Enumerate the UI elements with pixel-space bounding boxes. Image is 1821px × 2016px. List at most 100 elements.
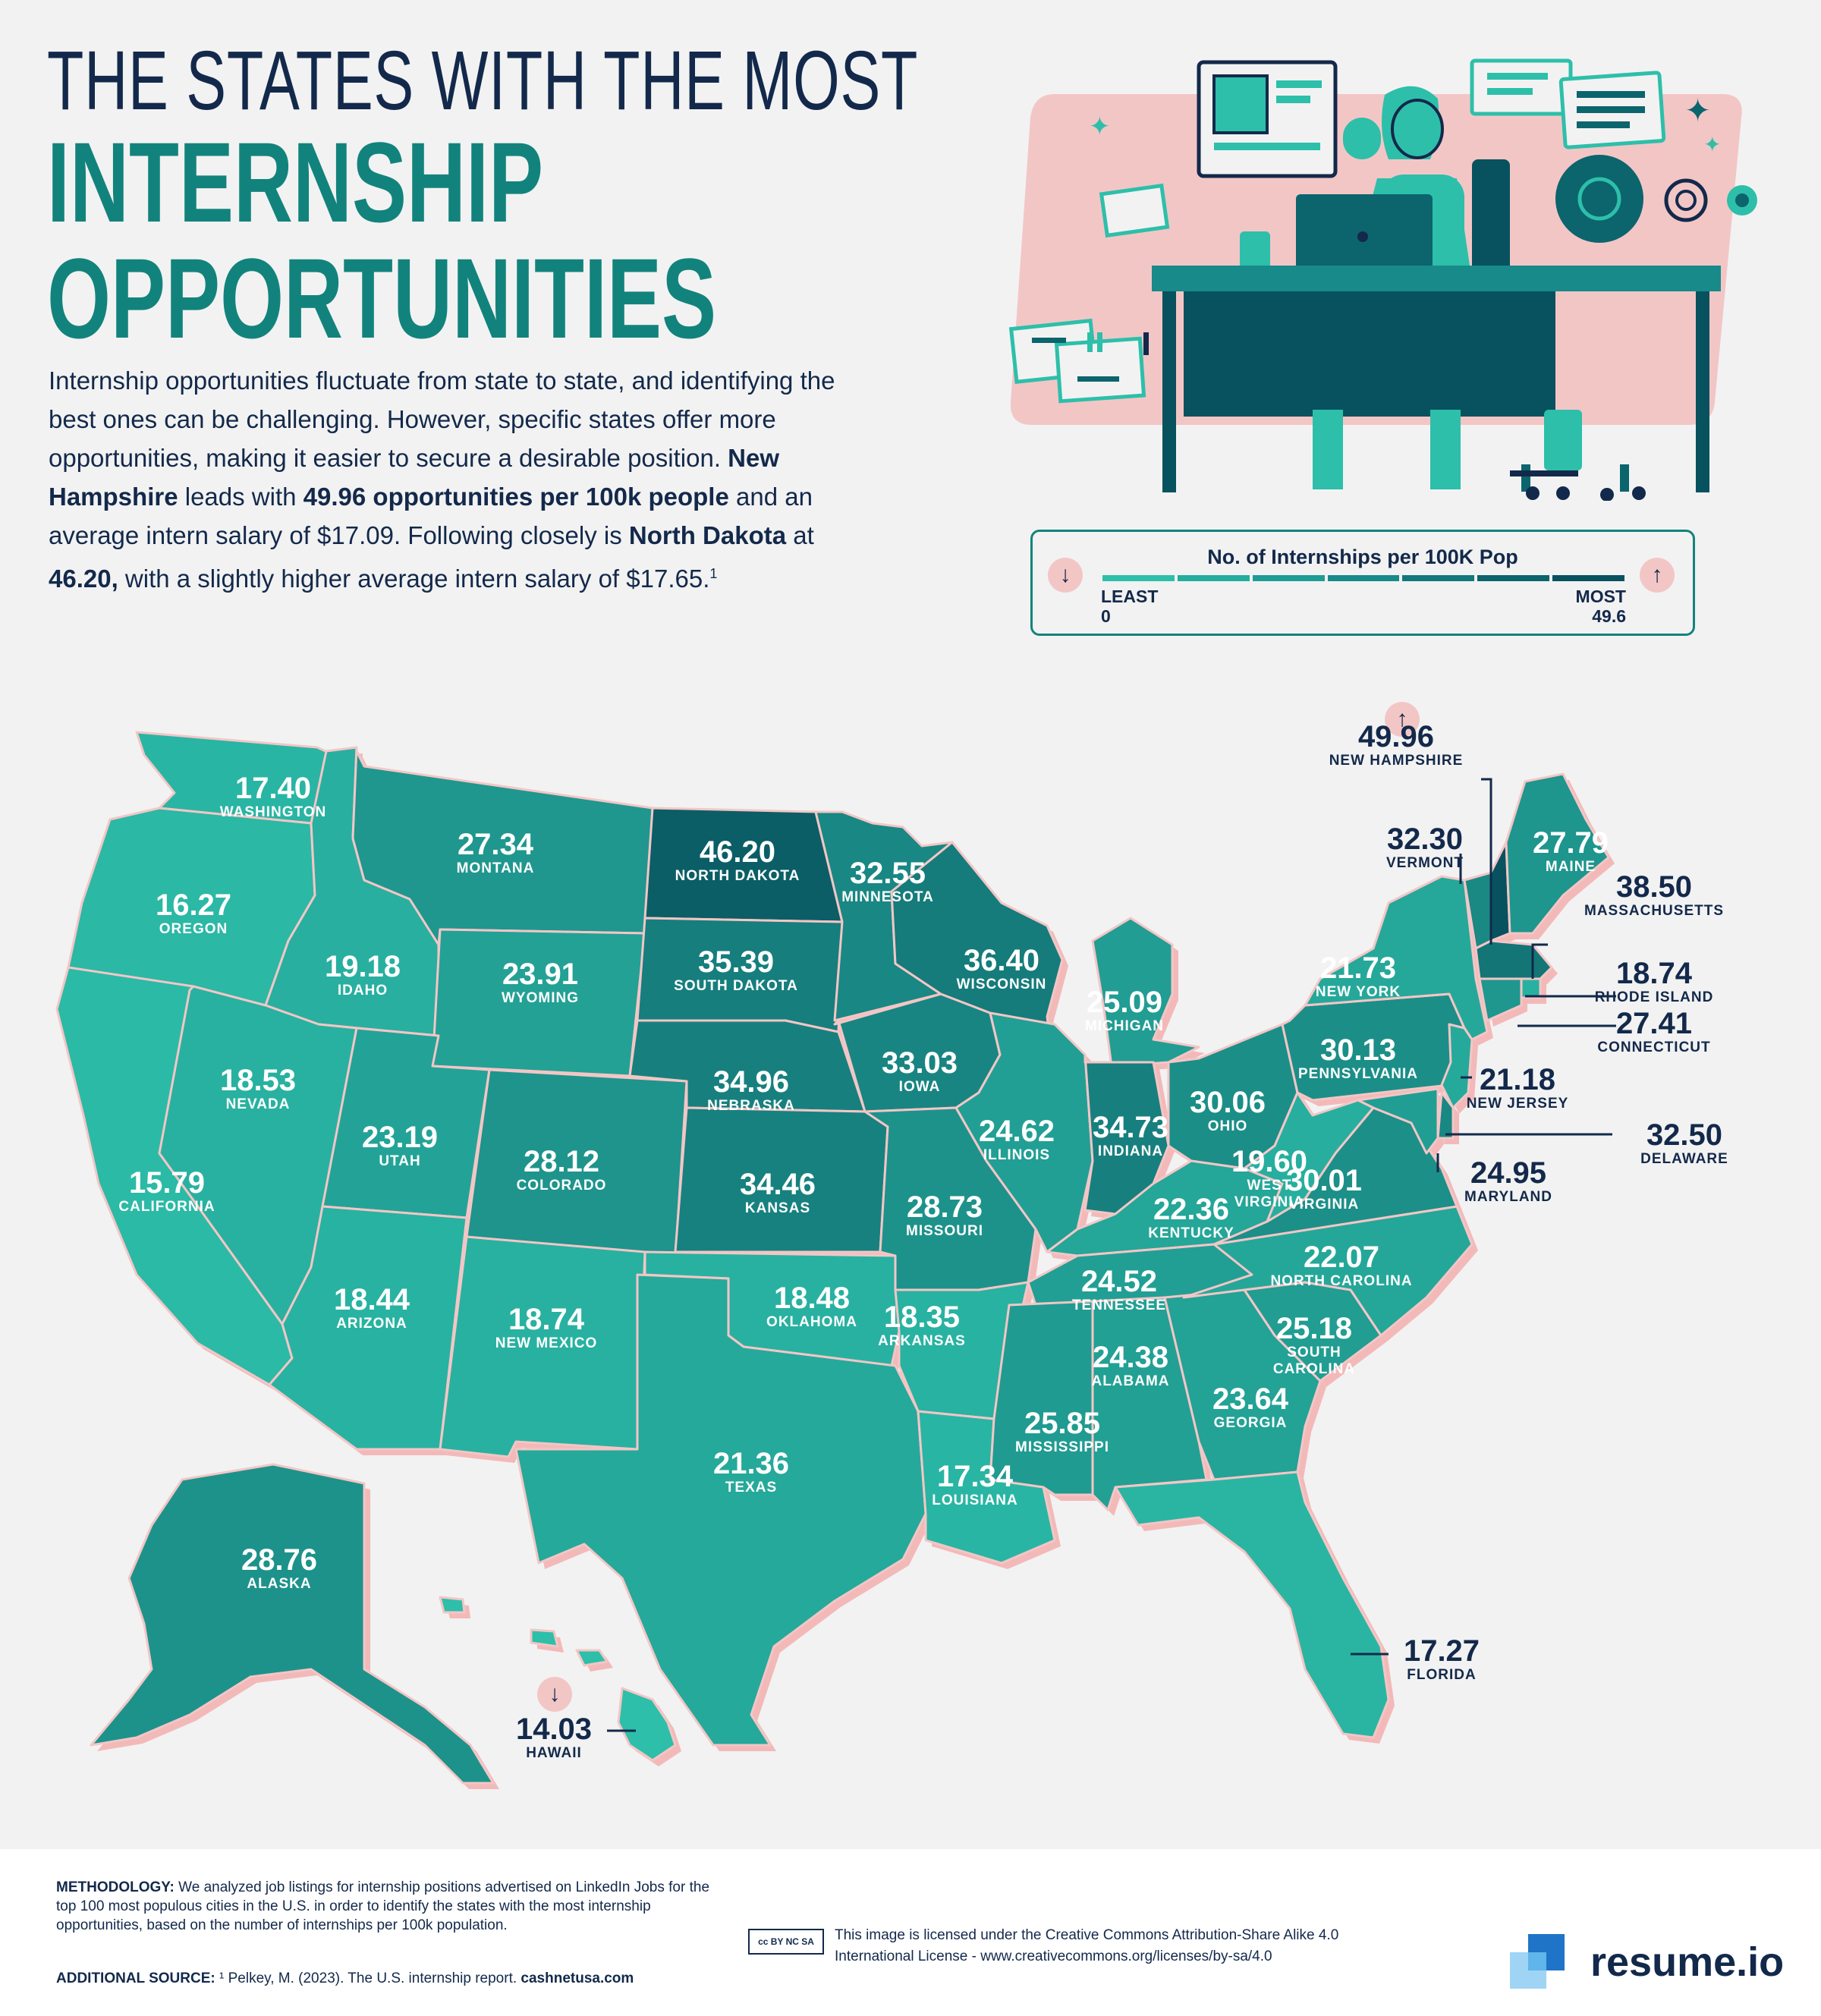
state-name: CALIFORNIA bbox=[118, 1199, 215, 1215]
state-name: MICHIGAN bbox=[1084, 1018, 1165, 1034]
state-label-pa: 30.13 PENNSYLVANIA bbox=[1298, 1034, 1418, 1083]
state-name: TENNESSEE bbox=[1071, 1297, 1167, 1313]
state-name: IOWA bbox=[898, 1079, 941, 1095]
state-value: 28.73 bbox=[906, 1190, 983, 1224]
state-label-ia: 33.03 IOWA bbox=[882, 1047, 958, 1096]
state-value: 30.06 bbox=[1189, 1086, 1266, 1119]
state-name: OKLAHOMA bbox=[766, 1314, 857, 1330]
legend-most-value: 49.6 bbox=[1592, 606, 1626, 626]
state-value: 24.95 bbox=[1470, 1156, 1547, 1190]
state-label-ri: 18.74 RHODE ISLAND bbox=[1595, 958, 1714, 1006]
state-label-tn: 24.52 TENNESSEE bbox=[1072, 1266, 1166, 1314]
state-label-wv: 19.60 WEST VIRGINIA bbox=[1224, 1146, 1315, 1211]
state-value: 36.40 bbox=[963, 944, 1040, 977]
state-name: NEW HAMPSHIRE bbox=[1329, 753, 1464, 769]
state-label-hi: 14.03 HAWAII bbox=[516, 1713, 592, 1762]
state-label-tx: 21.36 TEXAS bbox=[713, 1448, 789, 1496]
state-label-nv: 18.53 NEVADA bbox=[220, 1065, 296, 1113]
state-name: RHODE ISLAND bbox=[1594, 989, 1714, 1005]
state-name: SOUTH DAKOTA bbox=[674, 978, 798, 994]
state-hawaii bbox=[439, 1596, 677, 1762]
state-new-york bbox=[1304, 875, 1489, 1041]
legend-swatch bbox=[1177, 575, 1250, 581]
state-value: 16.27 bbox=[155, 888, 232, 922]
state-name: MAINE bbox=[1545, 859, 1596, 875]
resume-io-logo-icon bbox=[1510, 1934, 1565, 1989]
state-label-or: 16.27 OREGON bbox=[156, 889, 231, 938]
state-label-al: 24.38 ALABAMA bbox=[1091, 1341, 1169, 1390]
state-name: VIRGINIA bbox=[1288, 1197, 1360, 1212]
state-name: TEXAS bbox=[725, 1480, 778, 1495]
state-label-ky: 22.36 KENTUCKY bbox=[1148, 1194, 1234, 1242]
state-name: FLORIDA bbox=[1407, 1667, 1477, 1683]
title-line-2: INTERNSHIP bbox=[47, 118, 544, 246]
state-value: 18.74 bbox=[508, 1303, 585, 1336]
state-michigan bbox=[1091, 917, 1200, 1068]
state-name: NEVADA bbox=[225, 1096, 291, 1112]
state-alaska bbox=[90, 1463, 495, 1785]
state-label-sd: 35.39 SOUTH DAKOTA bbox=[674, 946, 798, 995]
state-name: MISSOURI bbox=[906, 1223, 983, 1239]
svg-text:✦: ✦ bbox=[1703, 132, 1721, 157]
state-name: NORTH DAKOTA bbox=[675, 868, 800, 884]
legend-swatch bbox=[1552, 575, 1625, 581]
state-value: 18.48 bbox=[773, 1282, 851, 1315]
state-value: 14.03 bbox=[515, 1712, 593, 1746]
intro-paragraph: Internship opportunities fluctuate from … bbox=[49, 366, 835, 593]
state-value: 32.50 bbox=[1646, 1118, 1723, 1152]
state-value: 18.35 bbox=[883, 1300, 961, 1334]
state-label-vt: 32.30 VERMONT bbox=[1386, 823, 1464, 872]
state-value: 23.19 bbox=[361, 1121, 439, 1154]
state-value: 35.39 bbox=[697, 945, 775, 979]
state-florida bbox=[1114, 1470, 1390, 1739]
legend-swatch bbox=[1102, 575, 1175, 581]
state-label-la: 17.34 LOUISIANA bbox=[932, 1461, 1018, 1509]
state-name: CONNECTICUT bbox=[1597, 1039, 1711, 1055]
state-name: NEBRASKA bbox=[707, 1098, 795, 1114]
state-value: 17.27 bbox=[1403, 1634, 1480, 1668]
legend-swatch bbox=[1252, 575, 1325, 581]
state-name: HAWAII bbox=[526, 1745, 582, 1761]
state-value: 25.18 bbox=[1275, 1312, 1353, 1345]
color-legend: No. of Internships per 100K Pop ↓ ↑ LEAS… bbox=[1030, 530, 1695, 636]
state-value: 17.34 bbox=[936, 1460, 1014, 1493]
state-label-az: 18.44 ARIZONA bbox=[334, 1284, 410, 1332]
legend-color-scale bbox=[1102, 575, 1625, 581]
state-value: 17.40 bbox=[234, 772, 312, 805]
state-name: PENNSYLVANIA bbox=[1297, 1066, 1419, 1082]
state-label-id: 19.18 IDAHO bbox=[325, 951, 401, 999]
state-value: 18.53 bbox=[219, 1064, 297, 1097]
svg-text:✦: ✦ bbox=[1089, 112, 1111, 142]
state-label-wy: 23.91 WYOMING bbox=[502, 958, 579, 1007]
state-label-me: 27.79 MAINE bbox=[1533, 827, 1609, 876]
state-name: IDAHO bbox=[337, 983, 388, 999]
state-label-mn: 32.55 MINNESOTA bbox=[841, 857, 934, 906]
state-value: 22.36 bbox=[1153, 1193, 1230, 1226]
state-name: INDIANA bbox=[1097, 1143, 1164, 1159]
state-label-nd: 46.20 NORTH DAKOTA bbox=[675, 836, 800, 885]
state-label-nh: 49.96 NEW HAMPSHIRE bbox=[1329, 721, 1464, 769]
state-name: MARYLAND bbox=[1464, 1189, 1553, 1205]
state-west-virginia bbox=[1243, 1091, 1375, 1223]
license-text: This image is licensed under the Creativ… bbox=[835, 1927, 1339, 1964]
state-name: DELAWARE bbox=[1640, 1151, 1728, 1167]
state-value: 21.73 bbox=[1319, 951, 1397, 985]
state-label-wi: 36.40 WISCONSIN bbox=[957, 945, 1047, 993]
state-label-ok: 18.48 OKLAHOMA bbox=[766, 1282, 857, 1331]
state-label-de: 32.50 DELAWARE bbox=[1640, 1119, 1728, 1168]
state-value: 30.01 bbox=[1285, 1164, 1363, 1197]
state-value: 32.55 bbox=[849, 857, 926, 890]
state-label-ks: 34.46 KANSAS bbox=[740, 1168, 816, 1217]
state-label-fl: 17.27 FLORIDA bbox=[1404, 1635, 1480, 1684]
state-arizona bbox=[268, 1205, 468, 1451]
svg-text:✦: ✦ bbox=[1684, 92, 1711, 129]
brand-name: resume.io bbox=[1590, 1939, 1785, 1985]
state-value: 24.52 bbox=[1080, 1265, 1158, 1298]
state-value: 34.46 bbox=[739, 1168, 816, 1201]
state-new-jersey bbox=[1440, 1023, 1473, 1109]
state-label-ne: 34.96 NEBRASKA bbox=[707, 1066, 795, 1115]
state-name: SOUTH CAROLINA bbox=[1272, 1345, 1356, 1377]
state-label-ut: 23.19 UTAH bbox=[362, 1121, 438, 1170]
state-value: 34.96 bbox=[712, 1065, 790, 1099]
state-name: VERMONT bbox=[1386, 855, 1464, 871]
